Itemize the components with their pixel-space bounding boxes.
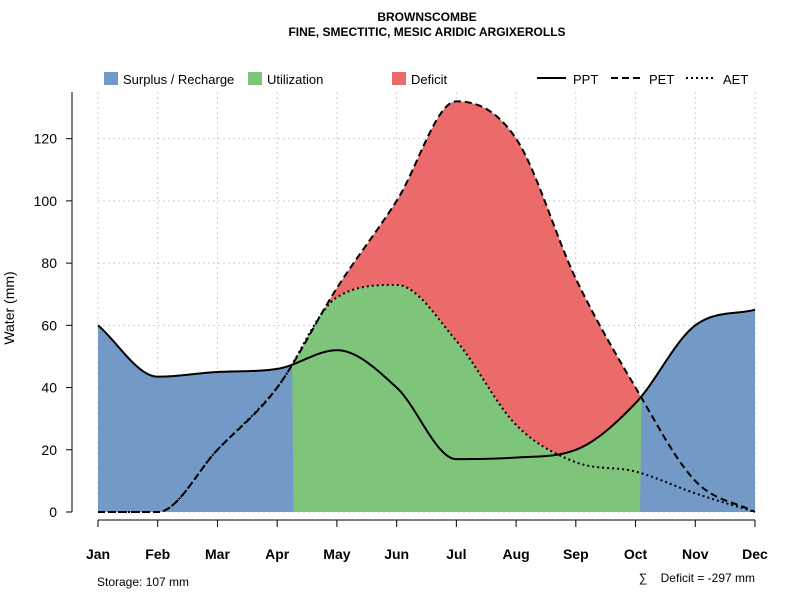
chart-subtitle: FINE, SMECTITIC, MESIC ARIDIC ARGIXEROLL…	[288, 25, 565, 39]
x-tick-label-3: Apr	[265, 546, 290, 562]
y-tick-label-3: 60	[41, 317, 57, 333]
x-tick-label-11: Dec	[742, 546, 768, 562]
y-tick-label-4: 80	[41, 255, 57, 271]
legend-label-aet: AET	[723, 72, 748, 87]
y-tick-label-5: 100	[34, 193, 58, 209]
legend-label-ppt: PPT	[573, 72, 598, 87]
area-layer	[98, 101, 755, 512]
legend-label-surplus: Surplus / Recharge	[123, 72, 234, 87]
x-tick-label-1: Feb	[145, 546, 170, 562]
x-tick-label-2: Mar	[205, 546, 230, 562]
sum-symbol-icon: ∑	[639, 571, 648, 585]
legend-swatch-utilization	[248, 72, 262, 85]
y-axis-label: Water (mm)	[1, 271, 17, 344]
y-tick-label-6: 120	[34, 131, 58, 147]
deficit-total-label: Deficit = -297 mm	[661, 571, 755, 585]
x-tick-label-7: Aug	[502, 546, 529, 562]
x-tick-label-0: Jan	[86, 546, 110, 562]
deficit-area	[98, 101, 755, 512]
legend: Surplus / Recharge Utilization Deficit P…	[104, 72, 748, 87]
legend-label-pet: PET	[649, 72, 674, 87]
x-tick-label-10: Nov	[682, 546, 709, 562]
series-line-ppt	[97, 308, 756, 461]
series-line-aet	[98, 283, 756, 513]
surplus-recharge-area	[98, 101, 755, 512]
y-tick-label-2: 40	[41, 380, 57, 396]
utilization-area	[98, 284, 755, 512]
surplus-base-area	[98, 365, 755, 512]
x-tick-label-9: Oct	[624, 546, 648, 562]
line-layer	[97, 100, 756, 513]
axis-layer: 0 20 40 60 80 100 120 Jan Feb Mar Apr May Jun Jul Aug S…	[34, 92, 768, 562]
legend-label-deficit: Deficit	[411, 72, 448, 87]
series-line-pet	[98, 100, 756, 513]
legend-swatch-deficit	[392, 72, 406, 85]
y-tick-label-1: 20	[41, 442, 57, 458]
legend-label-utilization: Utilization	[267, 72, 323, 87]
storage-label: Storage: 107 mm	[97, 575, 189, 589]
x-tick-label-8: Sep	[563, 546, 589, 562]
y-tick-label-0: 0	[49, 504, 57, 520]
x-tick-label-6: Jul	[446, 546, 466, 562]
x-tick-label-4: May	[323, 546, 350, 562]
legend-swatch-surplus	[104, 72, 118, 85]
x-tick-label-5: Jun	[384, 546, 409, 562]
chart-title: BROWNSCOMBE	[377, 10, 476, 24]
